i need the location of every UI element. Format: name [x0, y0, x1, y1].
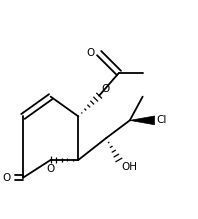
- Text: O: O: [47, 164, 55, 174]
- Text: Cl: Cl: [156, 115, 167, 125]
- Text: O: O: [101, 84, 109, 94]
- Text: O: O: [2, 173, 10, 183]
- Text: O: O: [86, 48, 94, 58]
- Polygon shape: [130, 116, 154, 125]
- Text: OH: OH: [121, 162, 137, 172]
